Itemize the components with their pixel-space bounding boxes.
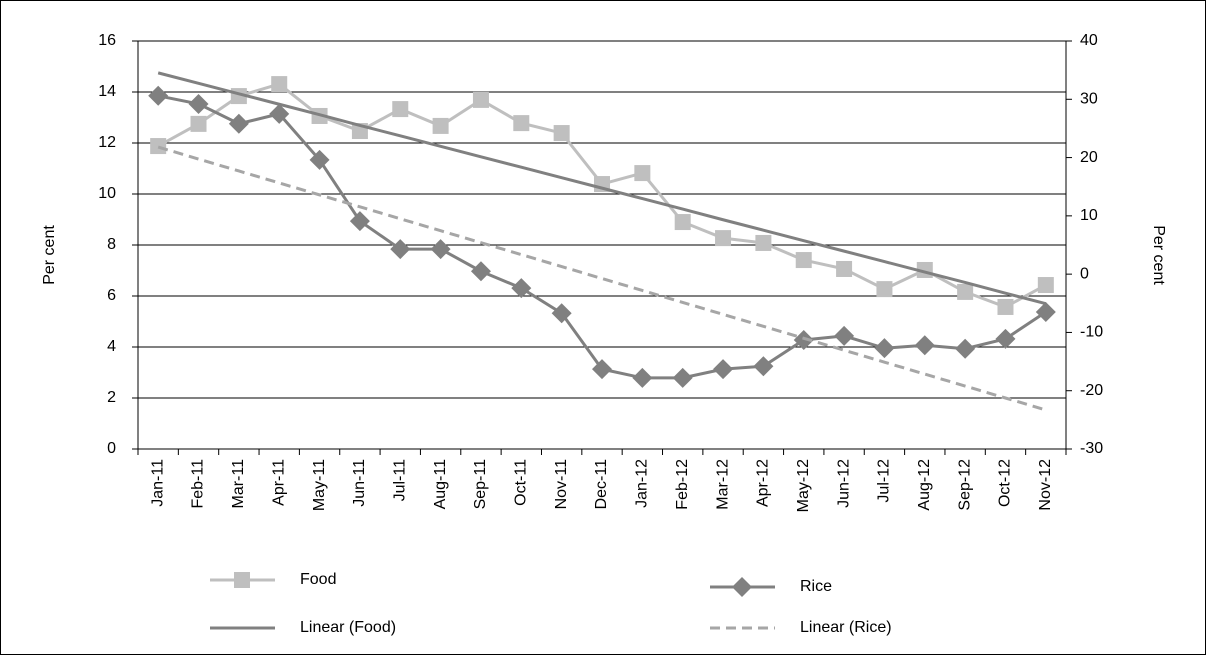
x-tick-label: Feb-11 [190, 459, 207, 509]
y-tick-label: 0 [107, 440, 116, 457]
marker [148, 85, 169, 106]
y-tick-label: 14 [98, 83, 116, 100]
y2-axis-label: Per cent [1150, 225, 1167, 285]
marker [592, 359, 612, 380]
marker [269, 103, 290, 124]
x-tick-label: Feb-12 [674, 459, 691, 510]
x-tick-label: Apr-11 [270, 459, 287, 506]
x-tick-label: Jul-11 [391, 459, 408, 501]
marker [836, 260, 853, 277]
marker [511, 278, 532, 299]
x-tick-label: Aug-12 [916, 459, 933, 511]
y2-tick-label: 20 [1080, 149, 1098, 166]
marker [190, 115, 207, 132]
marker [713, 359, 734, 380]
x-tick-label: Nov-12 [1037, 459, 1054, 511]
y2-tick-label: 10 [1080, 207, 1098, 224]
series-line [157, 71, 1047, 306]
marker [914, 335, 935, 356]
marker [472, 91, 489, 108]
marker [634, 165, 651, 182]
marker [632, 367, 653, 388]
y-tick-label: 6 [107, 287, 116, 304]
x-tick-label: Apr-12 [755, 459, 772, 507]
y2-tick-label: 40 [1080, 32, 1098, 49]
y-tick-label: 12 [98, 134, 116, 151]
x-tick-label: Sep-11 [472, 459, 489, 510]
marker [390, 239, 411, 260]
x-tick-label: Jan-12 [634, 459, 651, 508]
legend-label: Rice [800, 578, 832, 595]
x-tick-label: Jan-11 [149, 459, 166, 507]
y-tick-label: 2 [107, 389, 116, 406]
x-tick-label: Nov-11 [553, 459, 570, 509]
marker [874, 338, 895, 359]
marker [432, 117, 449, 134]
y2-tick-label: -20 [1080, 382, 1103, 399]
y2-tick-label: -30 [1080, 440, 1103, 457]
marker [957, 283, 974, 300]
marker [795, 252, 812, 269]
x-tick-label: Sep-12 [956, 459, 973, 511]
marker [793, 330, 814, 351]
x-tick-label: Jun-12 [835, 459, 852, 508]
marker [995, 328, 1016, 349]
marker [834, 325, 855, 346]
y-tick-label: 10 [98, 185, 116, 202]
series-line [157, 145, 1047, 412]
marker [553, 125, 570, 142]
marker [430, 239, 451, 260]
marker [876, 281, 893, 298]
legend-label: Linear (Food) [300, 619, 396, 636]
marker [674, 214, 691, 231]
marker [1037, 277, 1054, 294]
x-tick-label: Oct-12 [997, 459, 1014, 507]
marker [271, 76, 288, 93]
x-tick-label: Jul-12 [876, 459, 893, 503]
y-tick-label: 8 [107, 236, 116, 253]
legend-label: Linear (Rice) [800, 619, 892, 636]
x-tick-label: Dec-11 [593, 459, 610, 509]
marker [755, 234, 772, 251]
marker [551, 303, 572, 324]
x-tick-label: Jun-11 [351, 459, 368, 507]
y2-tick-label: 30 [1080, 91, 1098, 108]
marker [349, 211, 370, 232]
x-tick-label: May-12 [795, 459, 812, 512]
marker [188, 93, 209, 114]
marker [470, 261, 491, 282]
marker [234, 572, 250, 588]
marker [753, 356, 774, 377]
marker [513, 115, 530, 132]
marker [1035, 302, 1056, 323]
marker [228, 113, 249, 134]
y-tick-label: 16 [98, 32, 116, 49]
series-line [157, 82, 1047, 309]
y2-tick-label: 0 [1080, 265, 1089, 282]
marker [150, 138, 167, 155]
marker [715, 230, 732, 247]
marker [392, 101, 409, 118]
marker [997, 298, 1014, 315]
marker [672, 367, 693, 388]
y2-tick-label: -10 [1080, 324, 1103, 341]
legend-label: Food [300, 571, 336, 588]
x-tick-label: Aug-11 [432, 459, 449, 510]
x-tick-label: Oct-11 [513, 459, 530, 506]
y-tick-label: 4 [107, 338, 116, 355]
x-tick-label: Mar-11 [230, 459, 247, 509]
series-line [157, 94, 1047, 380]
marker [309, 149, 330, 170]
x-tick-label: Mar-12 [714, 459, 731, 510]
marker [955, 338, 976, 359]
x-tick-label: May-11 [311, 459, 328, 511]
y-axis-label: Per cent [41, 225, 58, 285]
marker [732, 577, 752, 597]
